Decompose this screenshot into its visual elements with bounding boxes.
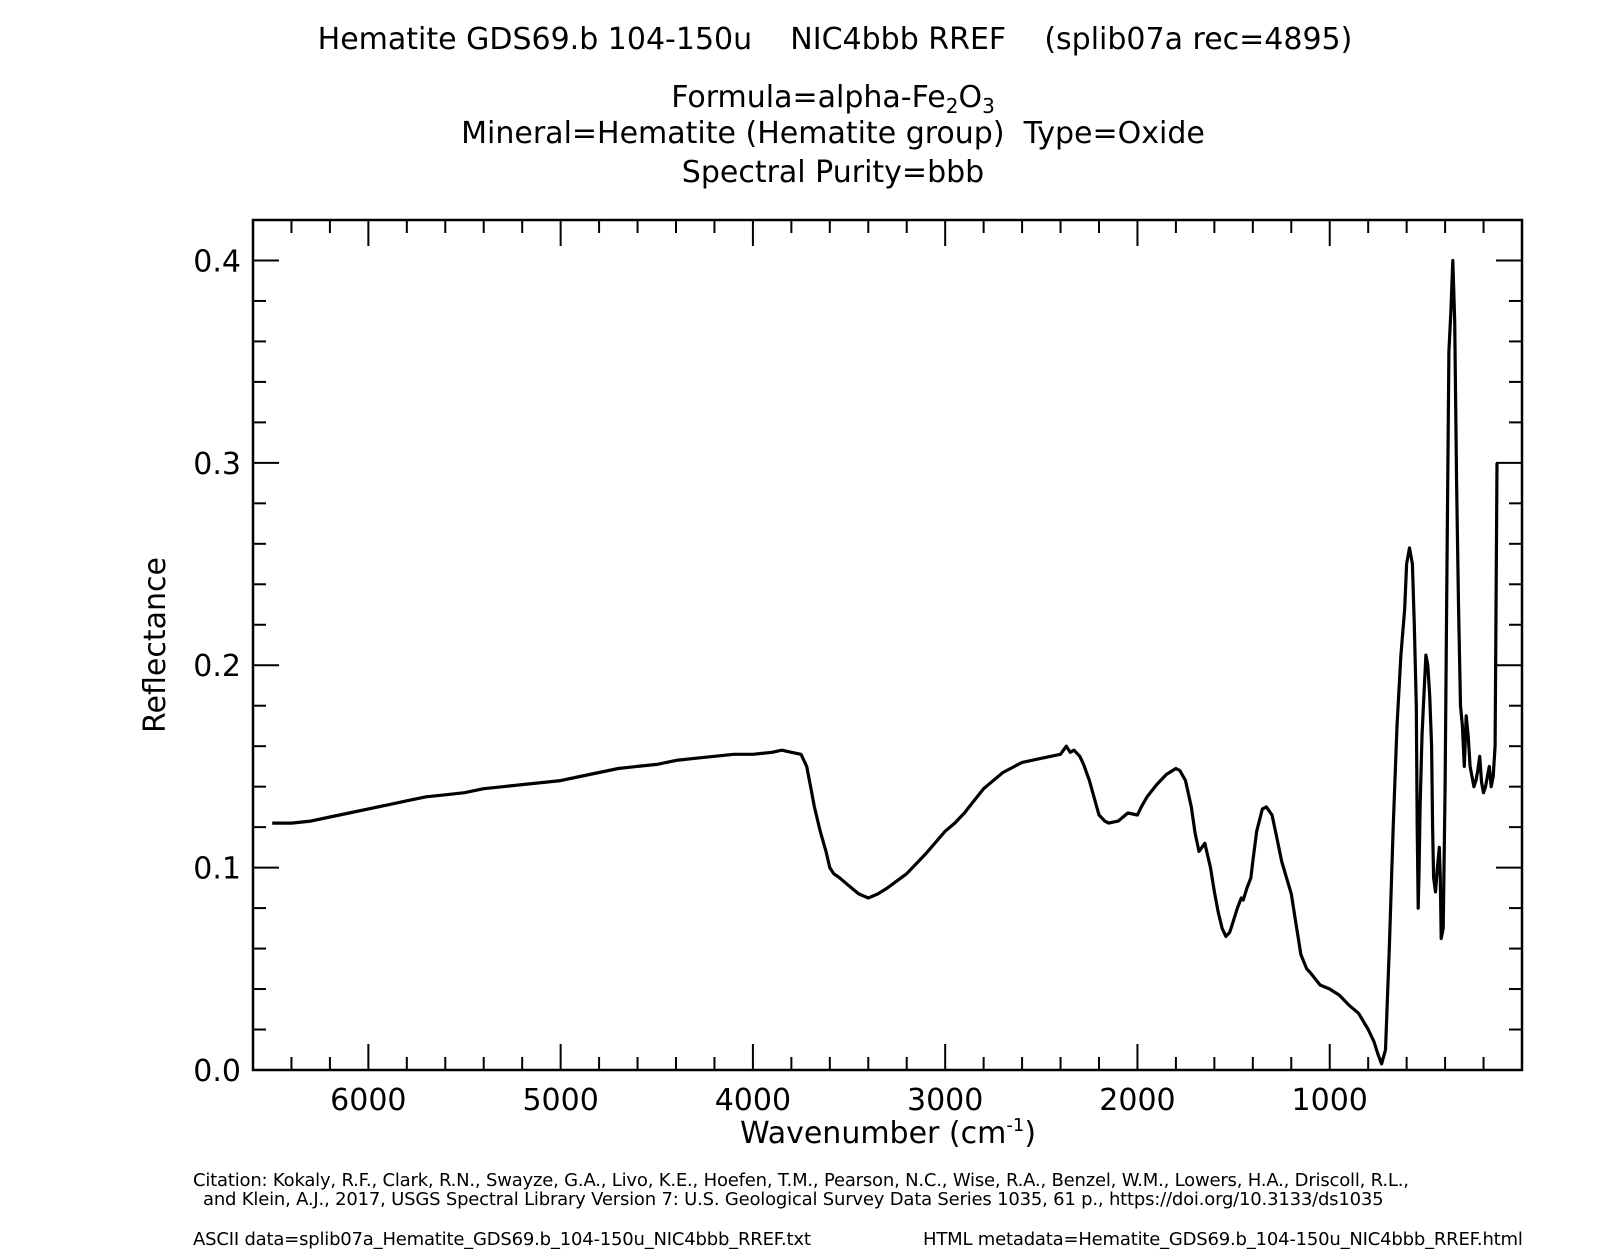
mineral-line: Mineral=Hematite (Hematite group) Type=O… [461, 116, 1205, 151]
x-axis-label: Wavenumber (cm-1) [740, 1115, 1036, 1151]
x-tick-label: 2000 [1099, 1083, 1175, 1118]
x-axis-label-main: Wavenumber (cm [740, 1116, 1006, 1151]
chart-title: Hematite GDS69.b 104-150u NIC4bbb RREF (… [317, 22, 1353, 57]
y-tick-labels: 0.0 0.1 0.2 0.3 0.4 [193, 244, 241, 1089]
y-tick-label: 0.4 [193, 244, 241, 279]
formula-line: Formula=alpha-Fe2O3 [28, 80, 1610, 118]
formula-prefix: Formula=alpha-Fe [671, 80, 946, 115]
x-tick-label: 6000 [330, 1083, 406, 1118]
citation-line-2: and Klein, A.J., 2017, USGS Spectral Lib… [203, 1189, 1384, 1210]
formula-subscript-1: 2 [945, 94, 959, 118]
plot-frame [251, 218, 1524, 1072]
y-tick-label: 0.1 [193, 852, 241, 887]
y-tick-label: 0.3 [193, 447, 241, 482]
y-tick-label: 0.2 [193, 649, 241, 684]
ascii-data-filename: ASCII data=splib07a_Hematite_GDS69.b_104… [193, 1229, 811, 1250]
y-axis-label: Reflectance [138, 557, 173, 733]
x-axis-label-end: ) [1024, 1116, 1036, 1151]
x-tick-label: 5000 [522, 1083, 598, 1118]
x-axis-label-sup: -1 [1006, 1115, 1024, 1136]
x-tick-label: 1000 [1292, 1083, 1368, 1118]
reflectance-line [272, 258, 1499, 1066]
formula-subscript-2: 3 [982, 94, 995, 118]
x-tick-labels: 6000 5000 4000 3000 2000 1000 [330, 1083, 1368, 1118]
formula-mid: O [958, 80, 983, 115]
x-tick-label: 4000 [715, 1083, 791, 1118]
citation-line-1: Citation: Kokaly, R.F., Clark, R.N., Swa… [193, 1170, 1409, 1191]
purity-line: Spectral Purity=bbb [681, 155, 985, 190]
tick-layer [253, 219, 1522, 1071]
html-metadata-filename: HTML metadata=Hematite_GDS69.b_104-150u_… [923, 1229, 1523, 1250]
y-tick-label: 0.0 [193, 1054, 241, 1089]
x-tick-label: 3000 [907, 1083, 983, 1118]
